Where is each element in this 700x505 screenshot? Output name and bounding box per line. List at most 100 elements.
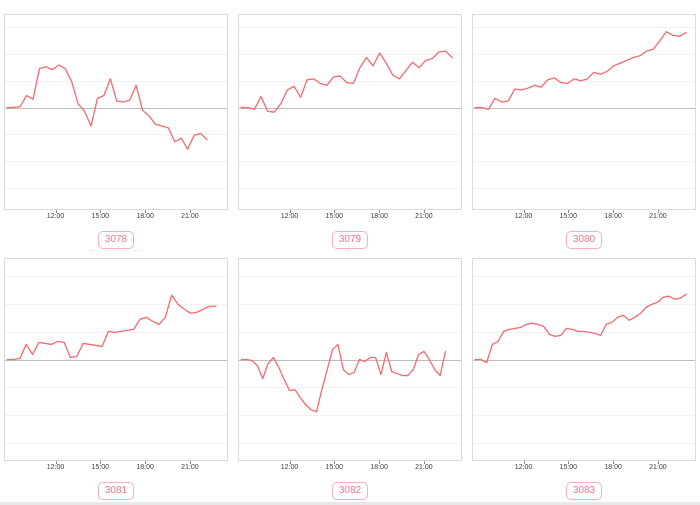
gridline: [239, 53, 461, 55]
chart-id-badge[interactable]: 3081: [97, 482, 135, 500]
gridline: [473, 161, 695, 163]
chart-title: ··· ····: [238, 0, 462, 2]
chart-id-badge[interactable]: 3083: [565, 482, 603, 500]
baseline: [473, 359, 695, 361]
x-tick-label: 12:00: [514, 464, 533, 471]
x-tick-label: 21:00: [181, 213, 199, 220]
series-line: [475, 294, 686, 362]
x-tick-mark: [657, 461, 659, 464]
x-tick-mark: [334, 210, 336, 213]
x-tick-mark: [55, 461, 57, 464]
gridline: [473, 304, 695, 306]
chart-plot-area: [472, 14, 696, 210]
x-tick-label: 12:00: [514, 213, 533, 220]
x-tick-label: 21:00: [181, 464, 199, 471]
x-tick-label: 15:00: [325, 213, 344, 220]
x-tick-label: 15:00: [559, 464, 578, 471]
gridline: [239, 442, 461, 444]
x-tick-label: 12:00: [46, 213, 65, 220]
badge-row: 3078: [4, 229, 228, 249]
chart-plot-area: [4, 14, 228, 210]
x-tick-label: 21:00: [649, 213, 667, 220]
gridline: [5, 414, 227, 416]
x-tick-label: 18:00: [136, 464, 154, 471]
gridline: [473, 53, 695, 55]
x-tick-label: 12:00: [280, 464, 299, 471]
gridline: [5, 442, 227, 444]
x-tick-label: 21:00: [415, 213, 433, 220]
x-tick-label: 15:00: [559, 213, 578, 220]
x-tick-label: 21:00: [649, 464, 667, 471]
gridline: [473, 187, 695, 189]
gridline: [473, 331, 695, 333]
gridline: [5, 134, 227, 136]
gridline: [473, 27, 695, 29]
chart-title: ··· ·· ···· ·· ··· ····: [4, 0, 228, 2]
chart-plot-area: [4, 258, 228, 461]
x-tick-mark: [189, 461, 191, 464]
chart-id-badge[interactable]: 3079: [331, 231, 369, 249]
gridline: [5, 161, 227, 163]
chart-card-3080: ··· ···· 12:00 15:00 18:00 21:00 3080: [472, 0, 696, 249]
badge-row: 3082: [238, 480, 462, 500]
x-tick-mark: [423, 210, 425, 213]
x-tick-mark: [189, 210, 191, 213]
chart-id-badge[interactable]: 3082: [331, 482, 369, 500]
chart-card-3081: ··· ·· ····· ·· ···· ····· 12:00 15:00 18:…: [4, 247, 228, 500]
gridline: [5, 276, 227, 278]
chart-title: ··· ····: [472, 0, 696, 2]
x-tick-label: 18:00: [136, 213, 154, 220]
x-tick-label: 15:00: [91, 213, 110, 220]
badge-row: 3079: [238, 229, 462, 249]
baseline: [5, 359, 227, 361]
chart-plot-area: [472, 258, 696, 461]
x-tick-mark: [55, 210, 57, 213]
chart-id-badge[interactable]: 3080: [565, 231, 603, 249]
gridline: [239, 27, 461, 29]
x-axis: 12:00 15:00 18:00 21:00: [238, 461, 462, 473]
gridline: [239, 80, 461, 82]
x-tick-mark: [523, 461, 525, 464]
series-line: [241, 344, 445, 411]
gridline: [239, 276, 461, 278]
series-line: [475, 32, 686, 110]
gridline: [239, 304, 461, 306]
x-tick-label: 18:00: [604, 213, 622, 220]
line-chart: [239, 259, 461, 460]
x-tick-mark: [379, 210, 381, 213]
line-chart: [5, 15, 227, 209]
gridline: [473, 414, 695, 416]
x-tick-label: 18:00: [604, 464, 622, 471]
x-tick-label: 21:00: [415, 464, 433, 471]
badge-row: 3081: [4, 480, 228, 500]
x-axis: 12:00 15:00 18:00 21:00: [4, 210, 228, 222]
gridline: [239, 414, 461, 416]
gridline: [5, 80, 227, 82]
x-tick-label: 12:00: [46, 464, 65, 471]
x-tick-mark: [523, 210, 525, 213]
chart-plot-area: [238, 14, 462, 210]
x-tick-mark: [568, 210, 570, 213]
baseline: [239, 359, 461, 361]
x-tick-mark: [657, 210, 659, 213]
line-chart: [5, 259, 227, 460]
chart-title: ····: [579, 248, 589, 254]
x-tick-mark: [568, 461, 570, 464]
baseline: [239, 107, 461, 109]
gridline: [473, 134, 695, 136]
badge-row: 3080: [472, 229, 696, 249]
gridline: [473, 276, 695, 278]
x-axis: 12:00 15:00 18:00 21:00: [472, 461, 696, 473]
chart-card-3078: ··· ·· ···· ·· ··· ···· 12:00 15:00 18:00 2…: [4, 0, 228, 249]
next-row-clip-strip: [0, 502, 700, 505]
chart-card-3082: ···· 12:00 15:00 18:00 21:00 3082: [238, 247, 462, 500]
chart-id-badge[interactable]: 3078: [97, 231, 135, 249]
x-tick-label: 12:00: [280, 213, 299, 220]
x-axis: 12:00 15:00 18:00 21:00: [472, 210, 696, 222]
gridline: [5, 53, 227, 55]
x-tick-label: 15:00: [91, 464, 110, 471]
x-axis: 12:00 15:00 18:00 21:00: [4, 461, 228, 473]
gridline: [239, 387, 461, 389]
gridline: [239, 134, 461, 136]
